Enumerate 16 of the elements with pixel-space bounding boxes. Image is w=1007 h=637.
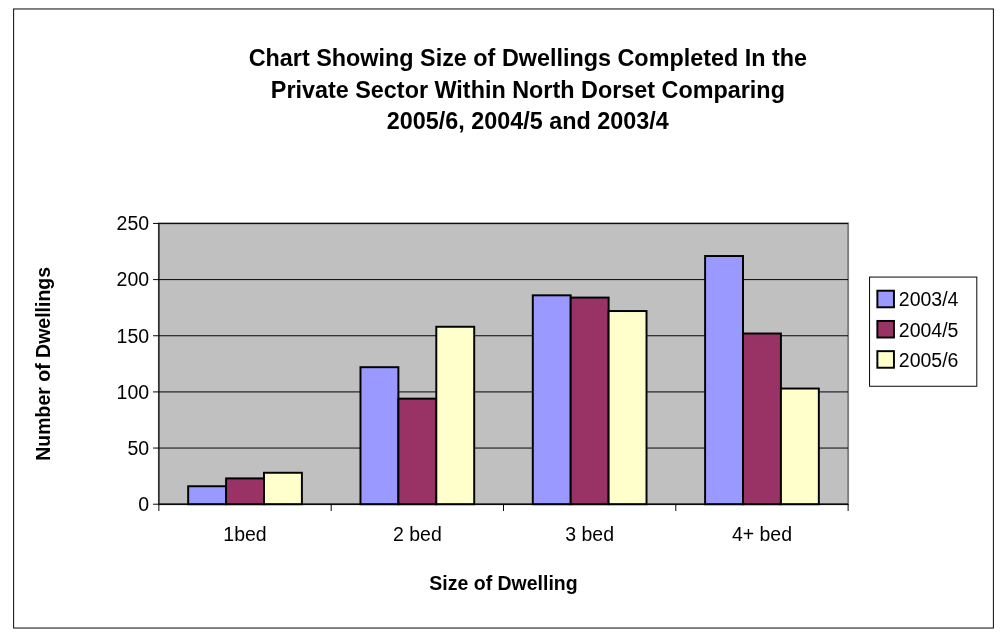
- legend-label: 2005/6: [898, 348, 959, 371]
- x-tick-label: 4+ bed: [731, 523, 793, 546]
- x-tick-label: 2 bed: [392, 523, 442, 546]
- y-tick-label: 250: [116, 212, 150, 235]
- y-axis-title: Number of Dwellings: [31, 266, 54, 461]
- y-tick-label: 0: [138, 493, 150, 516]
- x-axis-title: Size of Dwelling: [429, 572, 578, 594]
- y-tick-label: 50: [127, 436, 150, 459]
- chart-title: Chart Showing Size of Dwellings Completed In the Private Sector Within North Dorset Comparing 2005/6, 2004/5 and 2003/4: [248, 45, 808, 134]
- x-tick-label: 3 bed: [565, 523, 615, 546]
- y-tick-label: 200: [116, 268, 150, 291]
- x-tick-label: 1bed: [223, 523, 267, 546]
- legend-label: 2004/5: [898, 318, 959, 341]
- y-tick-label: 150: [116, 324, 150, 347]
- legend-label: 2003/4: [898, 288, 959, 311]
- y-tick-label: 100: [116, 380, 150, 403]
